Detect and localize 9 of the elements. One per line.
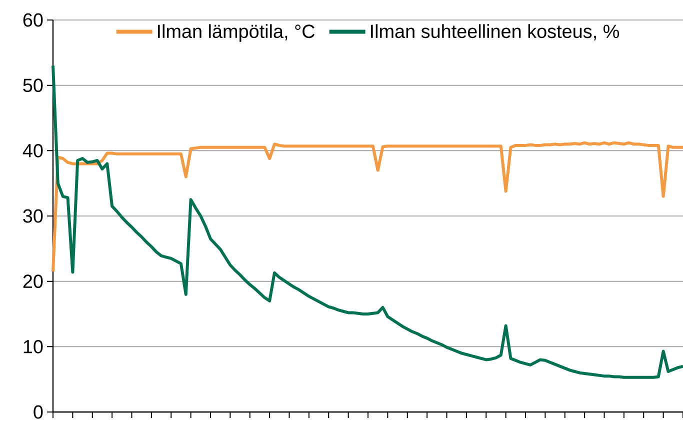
y-tick-label: 0 xyxy=(34,405,43,419)
y-tick-label: 60 xyxy=(23,13,43,27)
legend-label: Ilman lämpötila, °C xyxy=(158,24,315,42)
y-tick-label: 40 xyxy=(22,144,43,158)
y-tick-label: 10 xyxy=(24,340,43,354)
y-tick-label: 30 xyxy=(23,209,43,223)
y-tick-label: 20 xyxy=(23,274,43,288)
legend-label: Ilman suhteellinen kosteus, % xyxy=(371,24,620,40)
y-tick-label: 50 xyxy=(23,78,43,92)
